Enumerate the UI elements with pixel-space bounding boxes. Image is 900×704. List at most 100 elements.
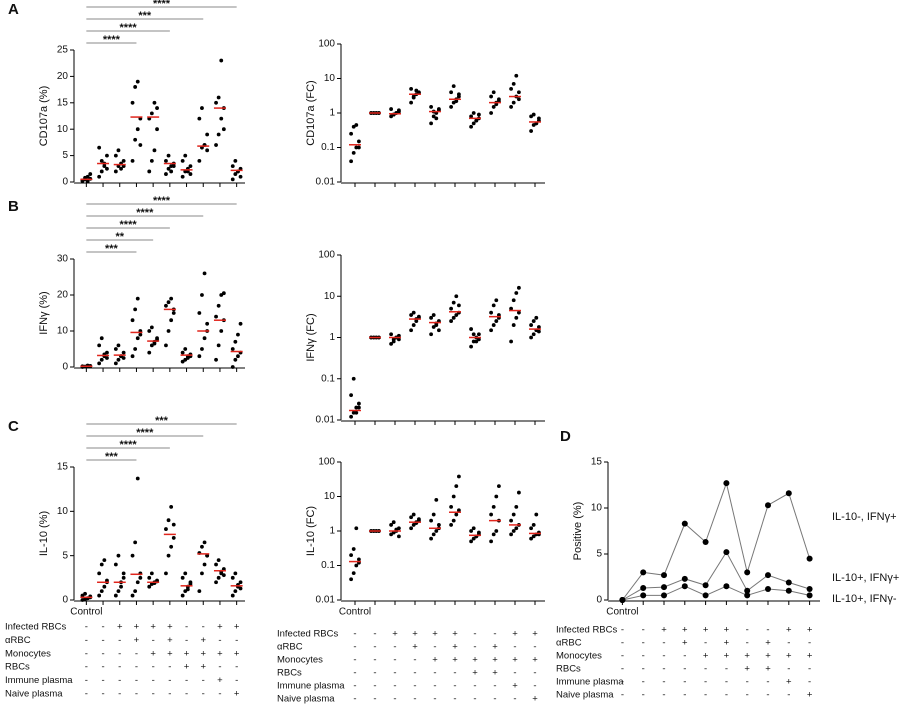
- data-dot: [180, 593, 185, 598]
- data-dot: [216, 303, 221, 308]
- condition-mark: -: [533, 681, 536, 692]
- data-point: [702, 592, 709, 599]
- panel-label: B: [8, 198, 19, 215]
- condition-mark: -: [473, 642, 476, 653]
- condition-label: Naive plasma: [277, 694, 335, 704]
- data-dot: [147, 329, 152, 333]
- condition-mark: +: [150, 622, 156, 633]
- data-dot: [121, 575, 126, 580]
- data-dot: [389, 107, 393, 111]
- condition-mark: -: [118, 689, 121, 700]
- data-dot: [449, 90, 453, 95]
- data-dot: [102, 164, 107, 169]
- data-dot: [454, 99, 459, 104]
- condition-mark: -: [513, 668, 516, 679]
- data-dot: [147, 169, 152, 174]
- data-dot: [197, 116, 202, 121]
- data-dot: [152, 148, 157, 153]
- data-dot: [99, 589, 104, 594]
- data-dot: [200, 347, 204, 351]
- data-dot: [351, 410, 356, 415]
- data-dot: [230, 365, 235, 369]
- data-point: [785, 490, 792, 497]
- data-dot: [180, 158, 185, 163]
- data-dot: [531, 112, 536, 117]
- condition-mark: -: [413, 668, 416, 679]
- condition-mark: -: [235, 635, 238, 646]
- data-dot: [354, 145, 359, 150]
- y-axis-label: IFNγ (%): [38, 291, 50, 334]
- data-dot: [214, 314, 218, 319]
- data-dot: [511, 298, 516, 303]
- condition-mark: -: [746, 625, 749, 636]
- data-dot: [409, 100, 413, 105]
- data-dot: [409, 313, 413, 317]
- data-dot: [233, 357, 238, 362]
- data-dot: [451, 518, 456, 523]
- data-dot: [230, 593, 235, 598]
- data-dot: [205, 321, 210, 326]
- data-dot: [514, 73, 519, 78]
- series-label: IL-10+, IFNγ+: [832, 572, 899, 584]
- data-dot: [130, 100, 135, 105]
- significance-label: ****: [120, 22, 138, 34]
- condition-mark: +: [234, 622, 240, 633]
- data-dot: [457, 474, 461, 479]
- data-dot: [449, 523, 453, 527]
- condition-mark: +: [532, 629, 538, 640]
- condition-mark: -: [85, 675, 88, 686]
- data-dot: [429, 121, 433, 126]
- condition-mark: -: [218, 662, 221, 673]
- condition-mark: +: [452, 655, 458, 666]
- y-axis-label: IL-10 (FC): [305, 506, 317, 556]
- data-dot: [469, 529, 473, 533]
- data-dot: [449, 504, 453, 509]
- series-line: [622, 551, 810, 601]
- data-dot: [102, 558, 107, 562]
- data-dot: [489, 328, 493, 333]
- data-dot: [389, 523, 393, 527]
- condition-mark: -: [533, 668, 536, 679]
- data-dot: [354, 563, 359, 568]
- data-dot: [219, 329, 224, 333]
- data-dot: [85, 179, 90, 184]
- data-dot: [397, 534, 401, 539]
- data-dot: [216, 132, 221, 137]
- data-point: [661, 572, 667, 579]
- significance-label: ****: [136, 427, 154, 439]
- y-tick-label: 0.1: [321, 560, 335, 571]
- y-axis-label: Positive (%): [572, 502, 584, 561]
- condition-mark: -: [725, 677, 728, 688]
- data-dot: [166, 329, 171, 333]
- data-point: [785, 579, 792, 586]
- condition-mark: -: [85, 689, 88, 700]
- data-dot: [349, 159, 353, 164]
- data-dot: [164, 172, 168, 176]
- data-dot: [409, 515, 413, 520]
- data-dot: [429, 536, 433, 541]
- condition-mark: +: [432, 655, 438, 666]
- data-dot: [169, 318, 174, 323]
- data-dot: [497, 484, 501, 489]
- condition-mark: -: [152, 662, 155, 673]
- data-dot: [221, 127, 226, 132]
- data-dot: [233, 339, 238, 344]
- data-dot: [180, 350, 185, 355]
- data-dot: [152, 341, 157, 346]
- data-dot: [216, 343, 221, 348]
- condition-mark: +: [234, 648, 240, 659]
- significance-label: ****: [103, 34, 121, 46]
- condition-mark: -: [413, 681, 416, 692]
- data-dot: [471, 526, 476, 531]
- data-point: [744, 592, 751, 599]
- data-dot: [205, 148, 210, 153]
- data-point: [640, 569, 647, 576]
- data-dot: [391, 520, 396, 525]
- data-dot: [489, 310, 493, 315]
- condition-mark: -: [766, 690, 769, 701]
- condition-mark: +: [117, 622, 123, 633]
- condition-mark: -: [393, 642, 396, 653]
- condition-mark: -: [513, 694, 516, 704]
- condition-label: Naive plasma: [556, 690, 614, 701]
- condition-mark: -: [513, 642, 516, 653]
